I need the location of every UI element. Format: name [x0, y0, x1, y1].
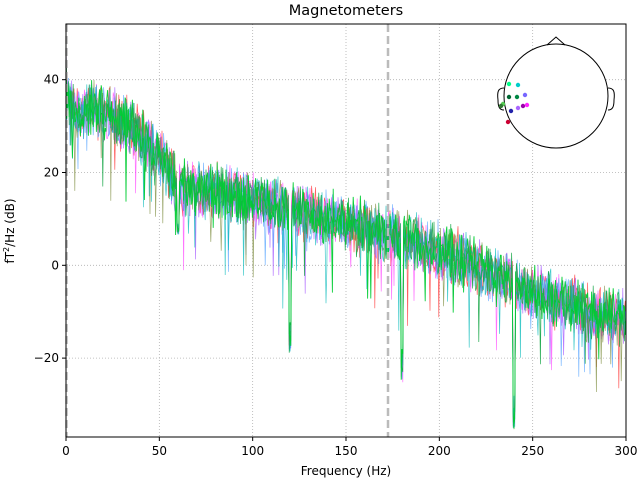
series-lines: [65, 46, 627, 430]
right-ear-outline: [607, 87, 615, 111]
sensor-dot: [514, 94, 520, 100]
sensor-dots: [498, 81, 530, 125]
sensor-dot: [515, 105, 521, 111]
head-outline: [503, 43, 609, 149]
x-axis-ticks: 0 50 100 150 200 250 300: [62, 437, 637, 458]
sensor-dot: [520, 103, 526, 109]
sensor-dot: [498, 103, 504, 109]
x-tick-label: 300: [615, 444, 638, 458]
y-tick-label: −20: [34, 351, 59, 365]
sensor-dot: [506, 94, 512, 100]
sensor-dot: [506, 81, 512, 87]
x-tick-label: 0: [62, 444, 70, 458]
sensor-dot: [508, 108, 514, 114]
sensor-dot: [524, 102, 530, 108]
x-tick-label: 150: [335, 444, 358, 458]
x-tick-label: 50: [152, 444, 167, 458]
nose-outline: [546, 36, 566, 46]
series-line: [65, 55, 627, 429]
reference-vlines: [65, 24, 390, 437]
y-axis-ticks: −20 0 20 40: [34, 73, 66, 365]
y-axis-title: fT2/Hz (dB): [2, 198, 17, 263]
y-tick-label: 20: [44, 165, 59, 179]
y-tick-label: 0: [51, 258, 59, 272]
sensor-dot: [505, 119, 511, 125]
x-tick-label: 100: [241, 444, 264, 458]
series-line: [65, 47, 627, 427]
grid-lines: [65, 24, 627, 437]
y-tick-label: 40: [44, 73, 59, 87]
sensor-dot: [522, 92, 528, 98]
chart-title: Magnetometers: [289, 3, 403, 19]
x-tick-label: 250: [521, 444, 544, 458]
sensor-dot: [515, 82, 521, 88]
left-ear-outline: [497, 87, 505, 111]
x-axis-title: Frequency (Hz): [301, 464, 392, 478]
x-tick-label: 200: [428, 444, 451, 458]
sensor-topomap: [497, 36, 615, 149]
